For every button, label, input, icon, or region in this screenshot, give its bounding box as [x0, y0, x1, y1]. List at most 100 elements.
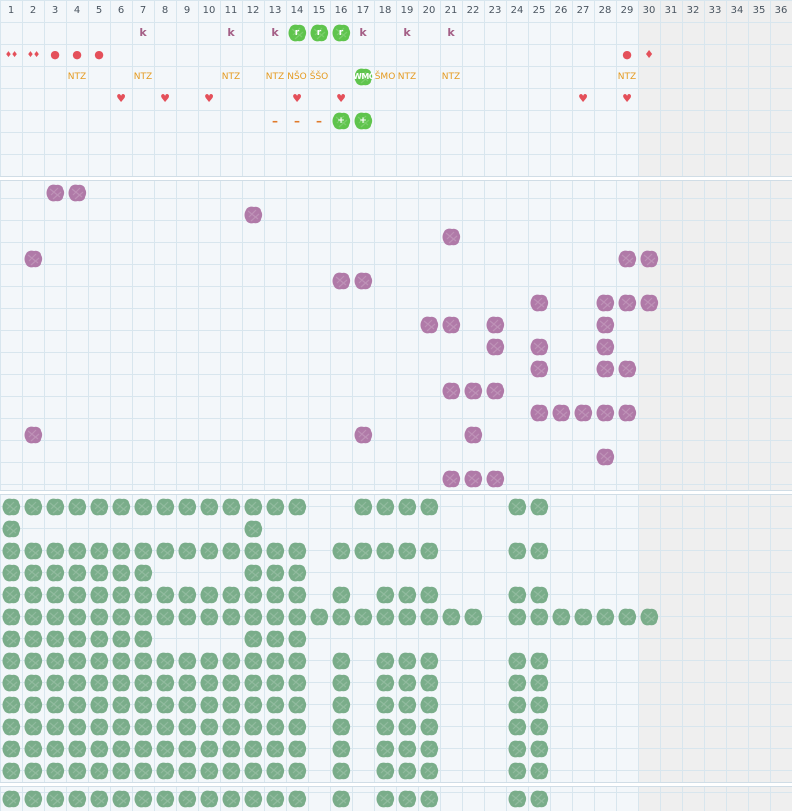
green-block[interactable] — [287, 629, 307, 649]
green-block[interactable] — [1, 695, 21, 715]
green-block[interactable] — [419, 585, 439, 605]
green-block[interactable] — [529, 673, 549, 693]
green-block[interactable] — [331, 789, 351, 809]
green-block[interactable] — [23, 497, 43, 517]
green-block[interactable] — [419, 789, 439, 809]
purple-block[interactable] — [595, 359, 615, 379]
green-block[interactable] — [265, 563, 285, 583]
green-block[interactable] — [507, 673, 527, 693]
green-block[interactable] — [441, 607, 461, 627]
green-block[interactable] — [45, 497, 65, 517]
purple-block[interactable] — [441, 227, 461, 247]
green-block[interactable] — [529, 607, 549, 627]
green-block[interactable] — [331, 541, 351, 561]
purple-block[interactable] — [67, 183, 87, 203]
green-block[interactable] — [419, 695, 439, 715]
green-block[interactable] — [199, 717, 219, 737]
green-block[interactable] — [221, 607, 241, 627]
green-block[interactable] — [243, 789, 263, 809]
green-block[interactable] — [199, 761, 219, 781]
green-block[interactable] — [287, 717, 307, 737]
green-block[interactable] — [1, 563, 21, 583]
green-block[interactable] — [331, 761, 351, 781]
purple-block[interactable] — [595, 315, 615, 335]
green-block[interactable] — [573, 607, 593, 627]
green-block[interactable] — [397, 717, 417, 737]
green-block[interactable] — [595, 607, 615, 627]
green-block[interactable] — [23, 563, 43, 583]
green-block[interactable] — [45, 673, 65, 693]
purple-block[interactable] — [441, 381, 461, 401]
green-block[interactable] — [199, 585, 219, 605]
green-block[interactable] — [67, 607, 87, 627]
green-block[interactable] — [45, 789, 65, 809]
green-block[interactable] — [331, 739, 351, 759]
green-block[interactable] — [529, 695, 549, 715]
green-block[interactable] — [221, 497, 241, 517]
green-block[interactable] — [309, 607, 329, 627]
green-block[interactable] — [45, 563, 65, 583]
green-block[interactable] — [221, 717, 241, 737]
green-block[interactable] — [507, 761, 527, 781]
green-block[interactable] — [353, 541, 373, 561]
green-block[interactable] — [89, 541, 109, 561]
green-block[interactable] — [397, 761, 417, 781]
green-block[interactable] — [419, 497, 439, 517]
green-block[interactable] — [23, 739, 43, 759]
purple-block[interactable] — [617, 293, 637, 313]
green-block[interactable] — [67, 717, 87, 737]
green-block[interactable] — [23, 695, 43, 715]
green-block[interactable] — [133, 739, 153, 759]
green-block[interactable] — [507, 651, 527, 671]
green-block[interactable] — [199, 651, 219, 671]
green-block[interactable] — [353, 607, 373, 627]
green-block[interactable] — [419, 607, 439, 627]
green-block[interactable] — [111, 695, 131, 715]
purple-block[interactable] — [23, 249, 43, 269]
green-block[interactable] — [243, 607, 263, 627]
green-block[interactable] — [331, 695, 351, 715]
green-block[interactable] — [89, 651, 109, 671]
green-block[interactable] — [1, 607, 21, 627]
green-block[interactable] — [375, 497, 395, 517]
purple-block[interactable] — [485, 315, 505, 335]
green-block[interactable] — [177, 585, 197, 605]
green-block[interactable] — [67, 789, 87, 809]
green-block[interactable] — [45, 629, 65, 649]
purple-block[interactable] — [441, 315, 461, 335]
green-block[interactable] — [507, 585, 527, 605]
green-block[interactable] — [177, 541, 197, 561]
purple-block[interactable] — [441, 469, 461, 489]
purple-block[interactable] — [573, 403, 593, 423]
green-block[interactable] — [617, 607, 637, 627]
green-block[interactable] — [463, 607, 483, 627]
purple-block[interactable] — [551, 403, 571, 423]
green-block[interactable] — [45, 541, 65, 561]
green-block[interactable] — [67, 651, 87, 671]
green-block[interactable] — [265, 789, 285, 809]
green-block[interactable] — [1, 673, 21, 693]
green-block[interactable] — [397, 651, 417, 671]
green-block[interactable] — [1, 739, 21, 759]
purple-block[interactable] — [463, 425, 483, 445]
green-block[interactable] — [375, 541, 395, 561]
green-block[interactable] — [155, 761, 175, 781]
green-block[interactable] — [67, 585, 87, 605]
green-block[interactable] — [287, 497, 307, 517]
green-block[interactable] — [177, 695, 197, 715]
green-block[interactable] — [265, 497, 285, 517]
purple-block[interactable] — [485, 469, 505, 489]
purple-block[interactable] — [529, 337, 549, 357]
green-block[interactable] — [45, 651, 65, 671]
green-block[interactable] — [265, 607, 285, 627]
purple-block[interactable] — [45, 183, 65, 203]
green-block[interactable] — [529, 761, 549, 781]
green-block[interactable] — [507, 607, 527, 627]
purple-block[interactable] — [463, 381, 483, 401]
green-block[interactable] — [375, 739, 395, 759]
green-block[interactable] — [243, 519, 263, 539]
green-block[interactable] — [133, 497, 153, 517]
green-block[interactable] — [177, 607, 197, 627]
green-block[interactable] — [133, 761, 153, 781]
green-block[interactable] — [67, 761, 87, 781]
